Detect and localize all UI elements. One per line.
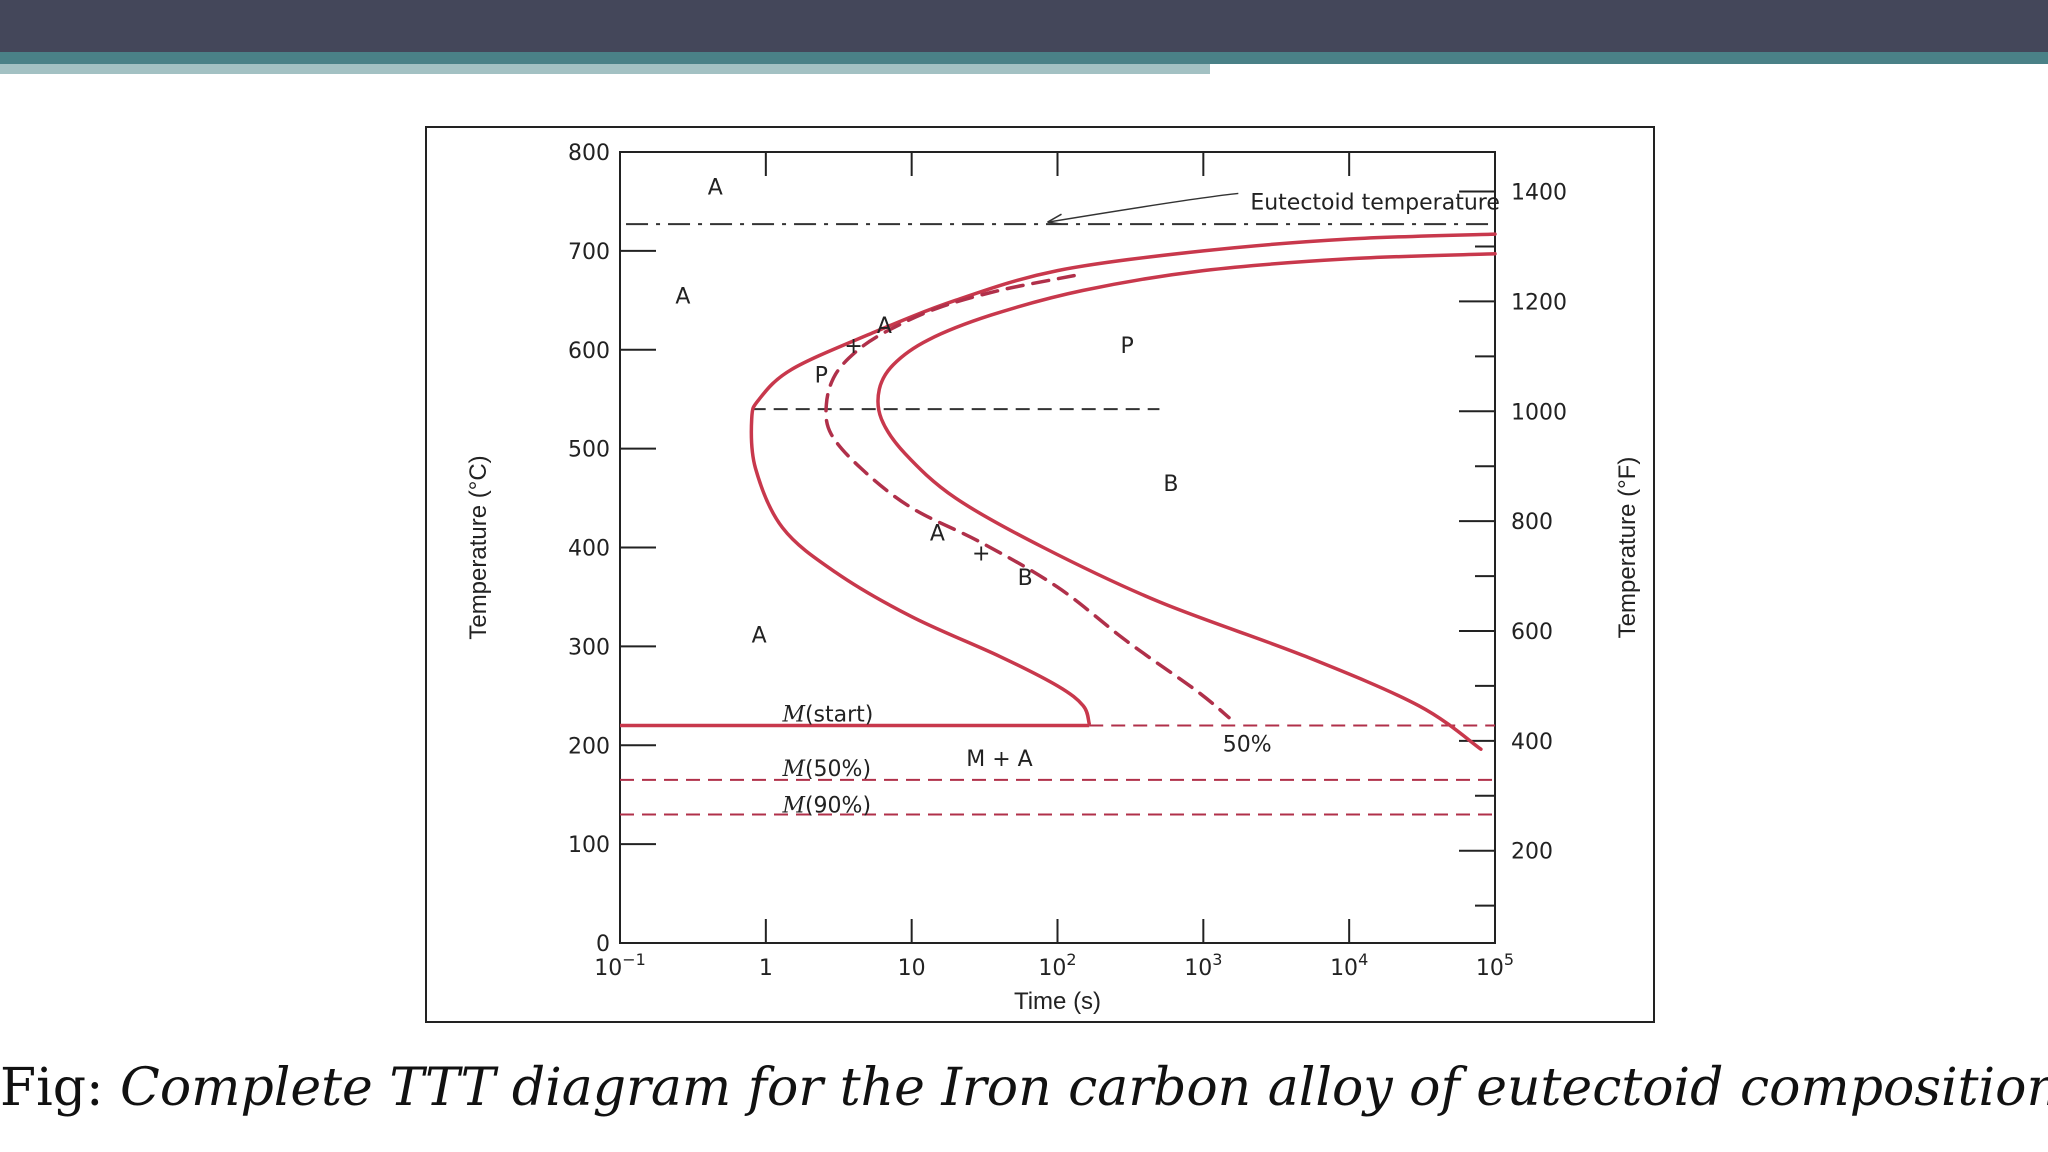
ttt-diagram-chart: 0 100 200 300 400 500 600 700 800 200 400 600 800 100…	[465, 141, 1641, 1015]
caption-prefix: Fig:	[0, 1058, 121, 1118]
y-tick-label: 600	[568, 339, 610, 364]
y-tick-label: 300	[568, 635, 610, 660]
series-start-curve	[749, 232, 1497, 726]
annotation-m-90pct: M(90%)	[781, 794, 871, 819]
y-right-tick-label: 1400	[1511, 181, 1567, 206]
y-tick-label: 800	[568, 141, 610, 166]
x-tick-label: 102	[1038, 950, 1076, 981]
caption-text: Complete TTT diagram for the Iron carbon…	[120, 1058, 2048, 1118]
eutectoid-arrowhead	[1047, 213, 1062, 225]
y-tick-label: 100	[568, 833, 610, 858]
y-axis-title-right: Temperature (°F)	[1614, 457, 1641, 639]
y-axis-title-left: Temperature (°C)	[465, 455, 492, 639]
x-tick-label: 1	[759, 956, 773, 981]
x-tick-label: 104	[1330, 950, 1368, 981]
y-right-tick-label: 400	[1511, 730, 1553, 755]
annotation-region-label: M + A	[966, 747, 1032, 772]
annotation-region-label: +	[972, 541, 990, 566]
annotation-region-label: A	[752, 624, 767, 649]
y-right-tick-label: 600	[1511, 620, 1553, 645]
annotation-region-label: P	[815, 363, 828, 388]
slide-top-banner	[0, 0, 2048, 74]
y-right-tick-label: 1000	[1511, 400, 1567, 425]
y-tick-label: 200	[568, 734, 610, 759]
annotation-region-label: A	[708, 176, 723, 201]
ttt-diagram-frame: 0 100 200 300 400 500 600 700 800 200 400 600 800 100…	[425, 126, 1655, 1023]
y-right-tick-label: 200	[1511, 840, 1553, 865]
y-right-tick-label: 800	[1511, 510, 1553, 535]
annotation-region-label: B	[1163, 472, 1178, 497]
annotation-region-label: B	[1018, 566, 1033, 591]
x-tick-label: 10−1	[594, 950, 646, 981]
annotation-region-label: A	[930, 522, 945, 547]
y-tick-label: 500	[568, 438, 610, 463]
figure-caption: Fig: Complete TTT diagram for the Iron c…	[0, 1058, 2048, 1118]
annotation-region-label: A	[675, 284, 690, 309]
annotation-region-label: A	[877, 314, 892, 339]
series-finish-curve	[876, 252, 1497, 751]
annotation-region-label: 50%	[1223, 732, 1272, 757]
annotation-eutectoid-temperature: Eutectoid temperature	[1250, 190, 1500, 215]
y-tick-label: 400	[568, 537, 610, 562]
x-tick-label: 103	[1184, 950, 1222, 981]
x-tick-label: 10	[898, 956, 926, 981]
banner-teal-band	[0, 52, 2048, 64]
y-tick-label: 700	[568, 240, 610, 265]
y-tick-label: 0	[596, 932, 610, 957]
banner-light-band	[0, 64, 1210, 74]
annotation-m-start: M(start)	[781, 703, 873, 728]
annotation-region-label: +	[844, 334, 862, 359]
series-50-curve	[824, 273, 1231, 720]
banner-dark-band	[0, 0, 2048, 52]
y-right-tick-label: 1200	[1511, 290, 1567, 315]
x-axis-title: Time (s)	[1014, 988, 1101, 1015]
eutectoid-arrow	[1047, 192, 1239, 223]
annotation-m-50pct: M(50%)	[781, 757, 871, 782]
annotation-region-label: P	[1120, 334, 1133, 359]
x-tick-label: 105	[1476, 950, 1514, 981]
